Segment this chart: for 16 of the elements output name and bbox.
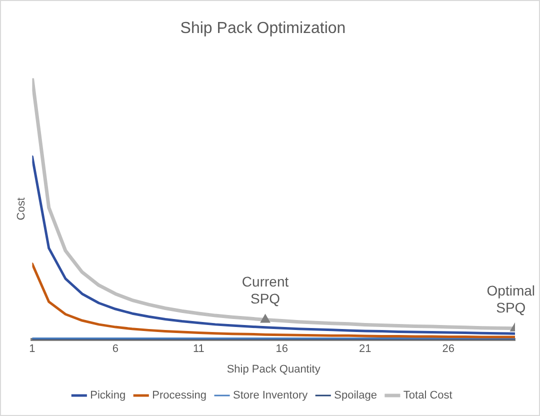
legend-label: Picking <box>90 390 126 402</box>
x-tick-label: 21 <box>359 343 372 356</box>
x-axis-title: Ship Pack Quantity <box>226 363 321 376</box>
x-tick-label: 26 <box>442 343 455 356</box>
legend-label: Spoilage <box>334 390 377 402</box>
annotation: Optimal SPQ <box>486 282 535 316</box>
chart-title: Ship Pack Optimization <box>180 20 346 38</box>
x-tick-label: 6 <box>112 343 119 356</box>
x-tick-label: 11 <box>192 343 204 356</box>
annotation: Current SPQ <box>242 274 289 307</box>
x-tick-label: 1 <box>29 343 36 356</box>
x-tick-label: 16 <box>276 343 288 356</box>
legend-label: Processing <box>152 390 207 402</box>
legend-label: Store Inventory <box>233 390 308 402</box>
y-axis-title: Cost <box>16 198 28 220</box>
legend-label: Total Cost <box>403 390 452 402</box>
